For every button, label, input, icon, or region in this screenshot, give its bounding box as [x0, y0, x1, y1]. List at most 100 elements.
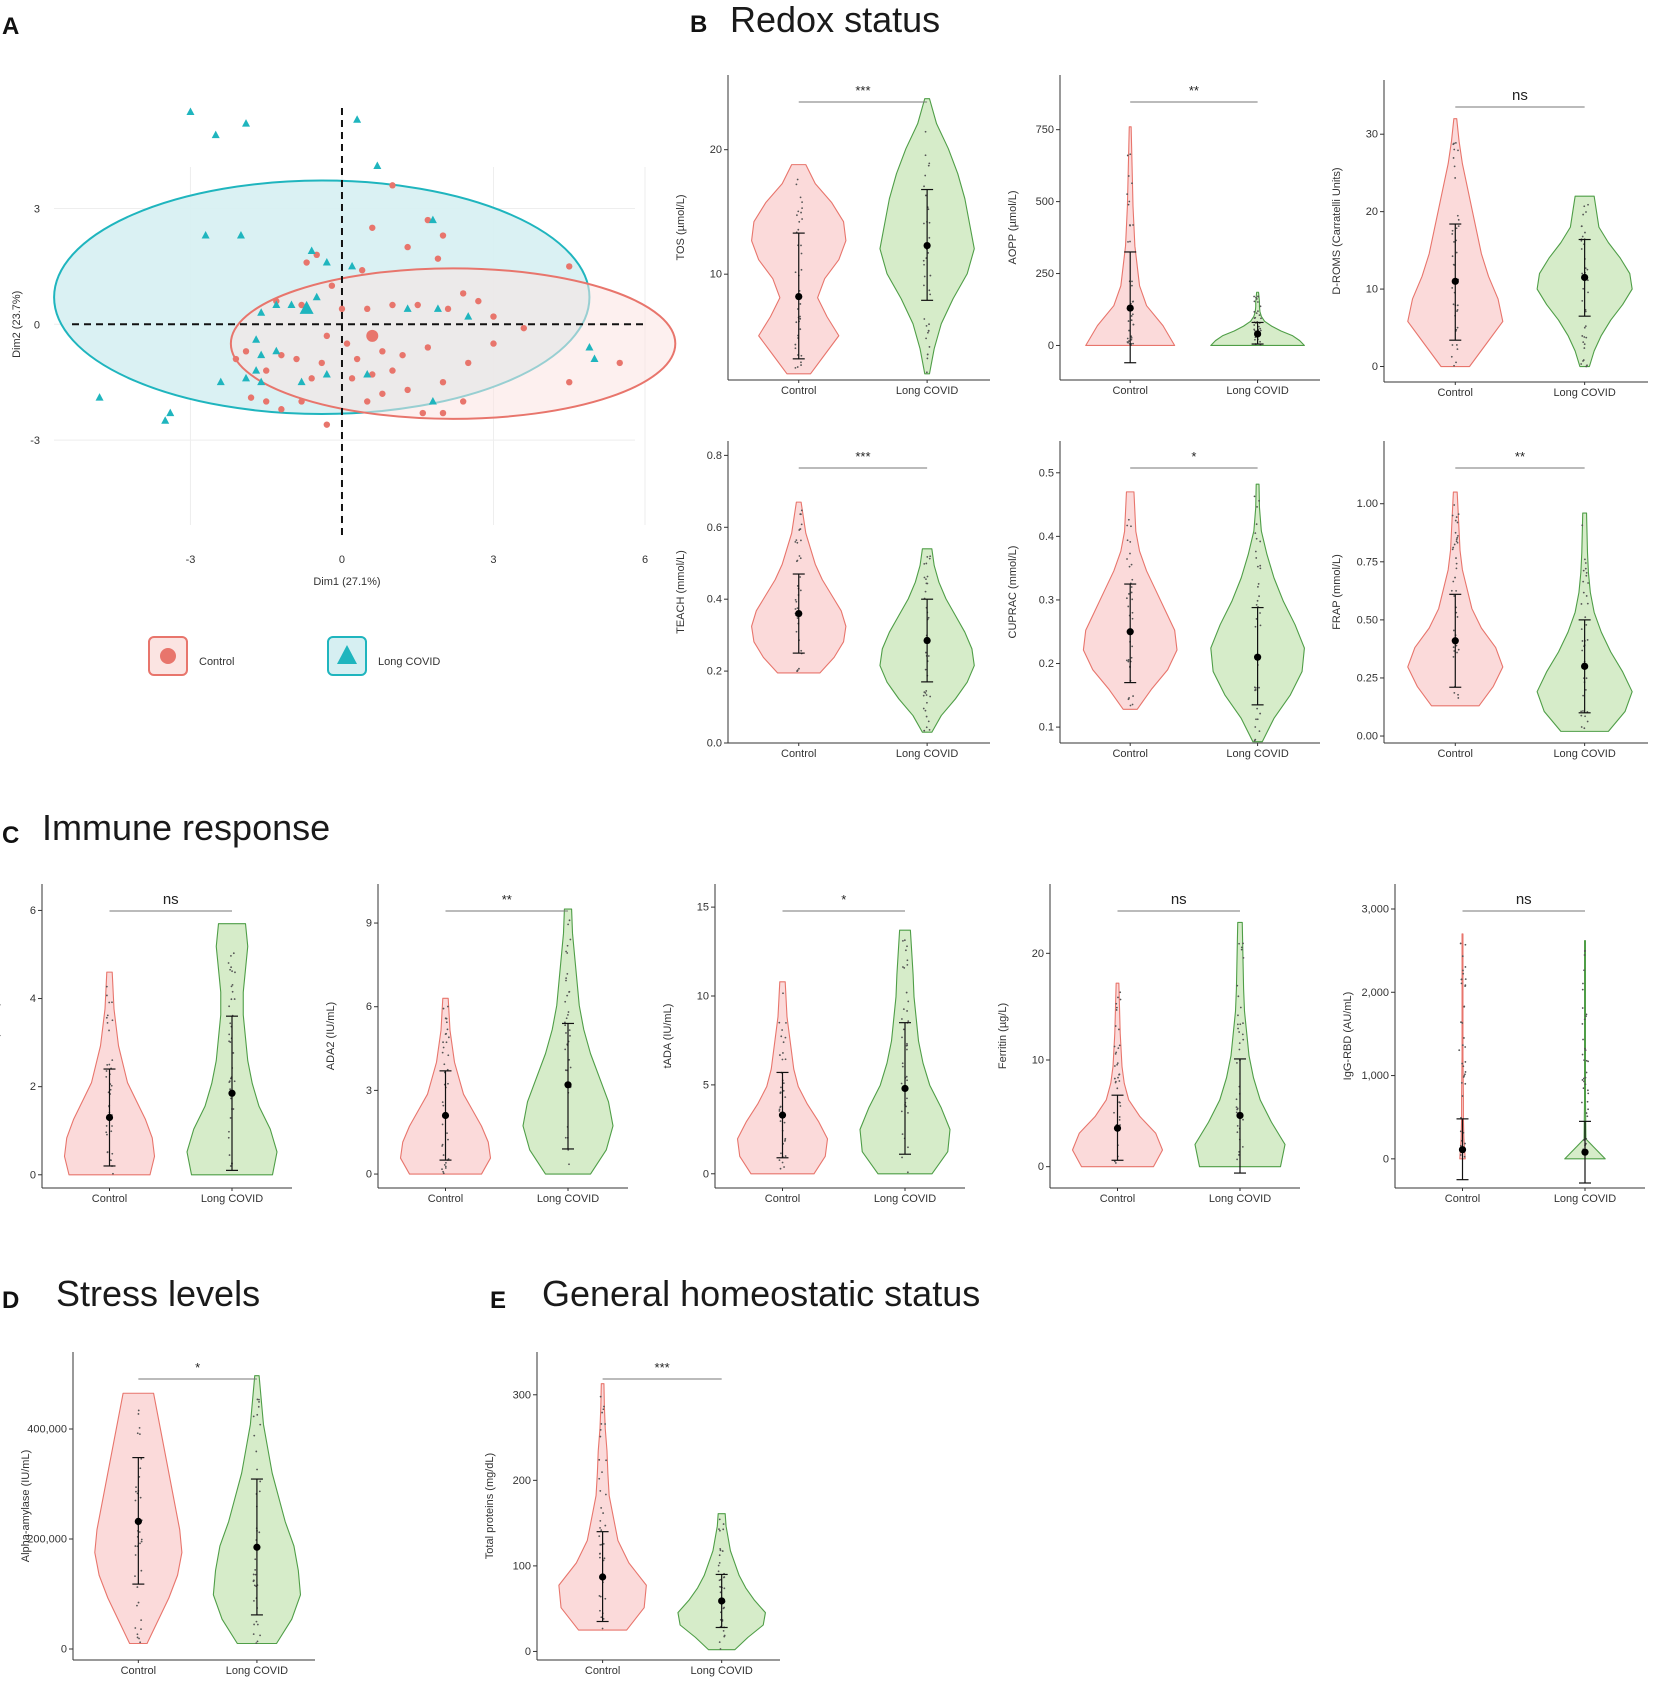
y-tick-label-1: 0.2 [1039, 658, 1054, 670]
control-jitter-point [447, 1054, 450, 1057]
y-axis-label: FRAP (mmol/L) [1331, 554, 1343, 630]
covid-jitter-point [924, 194, 927, 197]
x-tick-label-1: Long COVID [1554, 1193, 1616, 1205]
covid-jitter-point [258, 1401, 260, 1403]
y-tick-label-2: 2,000 [1361, 987, 1389, 999]
y-tick-label-0: 0.1 [1039, 722, 1054, 734]
covid-jitter-point [1584, 715, 1586, 718]
control-jitter-point [1453, 165, 1456, 168]
panel-label-c: C [2, 822, 19, 849]
pca-control-point-27 [232, 355, 240, 363]
covid-jitter-point [253, 1584, 256, 1587]
pca-covid-point-17 [433, 304, 442, 312]
control-jitter-point [599, 1519, 602, 1522]
control-jitter-point [1454, 576, 1456, 579]
control-jitter-point [447, 1036, 450, 1039]
covid-jitter-point [901, 1062, 904, 1065]
covid-jitter-point [1582, 1139, 1585, 1141]
x-tick-label-0: Control [765, 1193, 800, 1205]
covid-jitter-point [567, 923, 569, 926]
control-jitter-point [796, 366, 799, 368]
control-jitter-point [1451, 233, 1454, 235]
control-jitter-point [1125, 659, 1128, 662]
control-jitter-point [1115, 1009, 1118, 1011]
violin-panel-panel_b-1: 0 250 500 750 AOPP (µmol/L) Control Long COVID… [1007, 75, 1320, 397]
pca-control-point-24 [399, 351, 406, 359]
covid-jitter-point [1254, 688, 1257, 691]
control-jitter-point [1113, 1111, 1115, 1114]
covid-jitter-point [254, 1569, 257, 1571]
control-jitter-point [447, 1158, 450, 1160]
covid-jitter-point [924, 174, 927, 177]
control-jitter-point [796, 559, 799, 562]
y-tick-label-1: 200,000 [27, 1534, 67, 1546]
control-jitter-point [1461, 1062, 1464, 1065]
control-jitter-point [1461, 955, 1464, 958]
covid-jitter-point [1584, 567, 1587, 570]
panel-title-b: Redox status [730, 0, 940, 40]
pca-covid-point-21 [272, 346, 281, 355]
covid-jitter-point [1580, 363, 1583, 365]
pca-control-point-13 [414, 301, 421, 309]
covid-jitter-point [1259, 329, 1262, 332]
y-tick-label-1: 1,000 [1361, 1070, 1389, 1082]
control-jitter-point [599, 1556, 601, 1559]
covid-jitter-point [227, 1136, 230, 1139]
violin-panel-panel_b-2: 0 10 20 30 D-ROMS (Carratelli Units) Control L… [1331, 80, 1648, 399]
control-jitter-point [1464, 1142, 1466, 1145]
pca-control-point-1 [369, 224, 376, 231]
covid-jitter-point [1236, 1158, 1239, 1161]
covid-jitter-point [1581, 1053, 1584, 1056]
covid-jitter-point [1580, 714, 1583, 717]
control-jitter-point [136, 1633, 139, 1636]
covid-jitter-point [1582, 694, 1585, 697]
covid-jitter-point [923, 263, 925, 266]
control-jitter-point [1456, 521, 1459, 524]
control-jitter-point [140, 1538, 143, 1541]
covid-jitter-point [564, 1048, 567, 1051]
covid-jitter-point [927, 616, 930, 619]
y-tick-label-1: 20 [710, 144, 722, 156]
covid-jitter-point [1254, 338, 1256, 341]
covid-jitter-point [924, 692, 927, 694]
control-jitter-point [600, 1423, 603, 1425]
control-mean-point [795, 609, 803, 618]
x-tick-label-1: Long COVID [1226, 748, 1288, 760]
covid-jitter-point [230, 985, 233, 988]
control-jitter-point [796, 178, 799, 181]
control-jitter-point [1130, 336, 1133, 339]
control-jitter-point [1129, 541, 1132, 543]
covid-jitter-point [1581, 299, 1584, 302]
control-jitter-point [783, 1166, 785, 1168]
covid-mean-point [1236, 1111, 1244, 1120]
control-violin [558, 1383, 647, 1631]
covid-jitter-point [1257, 301, 1259, 303]
covid-jitter-point [1584, 1049, 1587, 1052]
covid-jitter-point [252, 1633, 255, 1635]
covid-jitter-point [1582, 1038, 1584, 1041]
pca-ytick-0: -3 [30, 435, 40, 447]
covid-jitter-point [1580, 239, 1583, 242]
covid-jitter-point [1583, 343, 1586, 346]
covid-jitter-point [1582, 359, 1585, 361]
covid-jitter-point [229, 1022, 232, 1025]
covid-jitter-point [1236, 1062, 1238, 1064]
control-jitter-point [599, 1490, 602, 1492]
covid-jitter-point [1255, 618, 1258, 620]
covid-jitter-point [927, 208, 930, 211]
covid-jitter-point [902, 966, 904, 968]
control-jitter-point [1451, 344, 1454, 346]
control-jitter-point [604, 1524, 607, 1527]
significance-label: ns [1516, 891, 1532, 908]
control-jitter-point [446, 1068, 449, 1071]
circle-icon [160, 648, 176, 664]
covid-jitter-point [569, 1034, 571, 1037]
y-tick-label-1: 0.2 [707, 666, 722, 678]
control-jitter-point [1115, 1051, 1118, 1054]
covid-jitter-point [1583, 326, 1586, 329]
control-jitter-point [781, 1058, 784, 1061]
control-jitter-point [1118, 1073, 1121, 1076]
pca-control-point-9 [328, 282, 336, 289]
control-jitter-point [604, 1423, 607, 1425]
y-tick-label-0: 0 [1038, 1161, 1044, 1173]
